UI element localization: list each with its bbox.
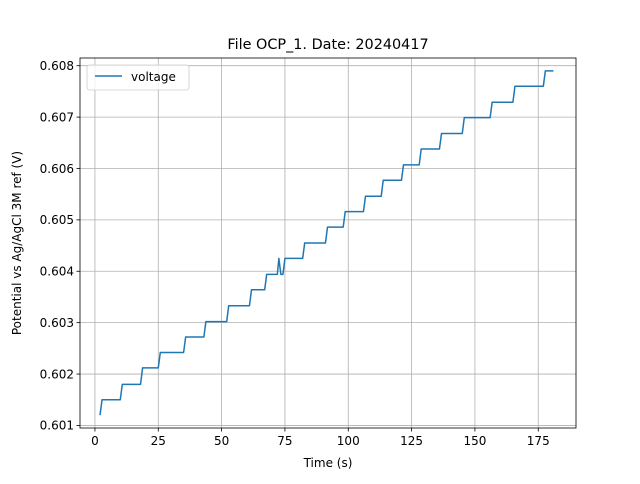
x-axis-label: Time (s): [303, 456, 353, 470]
x-tick-label: 0: [91, 434, 99, 448]
legend: voltage: [86, 64, 190, 91]
x-tick-label: 75: [277, 434, 292, 448]
y-tick-label: 0.601: [40, 419, 74, 433]
series-line-voltage: [99, 70, 554, 416]
y-axis-label: Potential vs Ag/AgCl 3M ref (V): [10, 151, 24, 335]
y-tick-label: 0.605: [40, 213, 74, 227]
legend-label-voltage: voltage: [131, 70, 176, 84]
grid: [80, 58, 576, 428]
x-tick-label: 25: [151, 434, 166, 448]
legend-box: [86, 64, 190, 91]
y-tick-label: 0.602: [40, 367, 74, 381]
y-tick-label: 0.606: [40, 162, 74, 176]
x-tick-label: 150: [463, 434, 486, 448]
y-axis-ticks: 0.601 0.602 0.603 0.604 0.605 0.606 0.607 0.608: [40, 59, 80, 433]
y-tick-label: 0.603: [40, 316, 74, 330]
plot-frame: [79, 57, 577, 429]
x-tick-label: 125: [400, 434, 423, 448]
x-tick-label: 175: [527, 434, 550, 448]
chart-title: File OCP_1. Date: 20240417: [227, 37, 428, 53]
x-tick-label: 100: [337, 434, 360, 448]
y-tick-label: 0.607: [40, 110, 74, 124]
y-tick-label: 0.604: [40, 265, 74, 279]
x-tick-label: 50: [214, 434, 229, 448]
y-tick-label: 0.608: [40, 59, 74, 73]
x-axis-ticks: 0 25 50 75 100 125 150 175: [91, 428, 550, 448]
